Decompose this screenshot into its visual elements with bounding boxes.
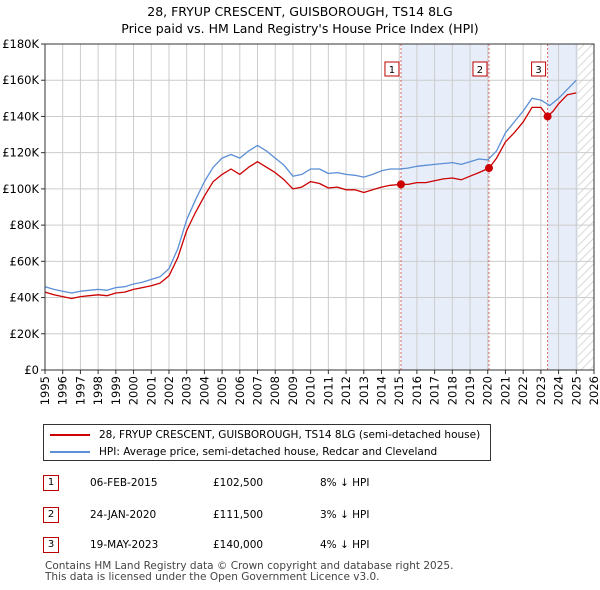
shaded-period: [400, 44, 489, 370]
sale-number-badge: 3: [43, 537, 59, 553]
y-tick-label: £20K: [10, 327, 40, 341]
y-tick-label: £180K: [2, 37, 39, 51]
sale-hpi-delta: 3% ↓ HPI: [320, 509, 370, 521]
x-tick-label: 2024: [552, 376, 566, 405]
x-tick-label: 1998: [91, 376, 105, 405]
y-tick-label: £140K: [2, 109, 39, 123]
sale-row: 1 06-FEB-2015 £102,500 8% ↓ HPI: [0, 472, 600, 494]
x-tick-label: 2016: [410, 376, 424, 405]
legend-label-hpi: HPI: Average price, semi-detached house,…: [99, 446, 438, 458]
y-tick-label: £120K: [2, 146, 39, 160]
chart-subtitle: Price paid vs. HM Land Registry's House …: [121, 21, 479, 36]
y-tick-label: £0: [24, 363, 39, 377]
x-tick-label: 1997: [73, 376, 87, 405]
y-tick-label: £40K: [10, 291, 40, 305]
sale-point: [484, 164, 493, 173]
x-tick-label: 2003: [180, 376, 194, 405]
sale-label-text: 3: [535, 65, 541, 76]
x-tick-label: 2010: [304, 376, 318, 405]
sale-row: 3 19-MAY-2023 £140,000 4% ↓ HPI: [0, 534, 600, 556]
shaded-period: [547, 44, 579, 370]
sale-label-text: 1: [389, 65, 395, 76]
sale-point: [396, 180, 405, 189]
x-tick-label: 2007: [251, 376, 265, 405]
x-tick-label: 2023: [534, 376, 548, 405]
x-tick-label: 2000: [127, 376, 141, 405]
x-tick-label: 2012: [339, 376, 353, 405]
sale-date: 06-FEB-2015: [90, 477, 158, 489]
sale-row: 2 24-JAN-2020 £111,500 3% ↓ HPI: [0, 504, 600, 526]
sale-price: £111,500: [213, 509, 264, 521]
x-tick-label: 2008: [268, 376, 282, 405]
x-tick-label: 2026: [587, 376, 600, 405]
y-tick-label: £160K: [2, 73, 39, 87]
sale-label-box: [384, 61, 400, 77]
price-chart: 1 2 3 £0 £20K £40K £60K £80K £100K £120K £140K £160…: [2, 37, 600, 405]
sale-number-badge: 2: [43, 507, 59, 523]
x-tick-label: 2022: [516, 376, 530, 405]
x-tick-label: 2009: [286, 376, 300, 405]
hpi-line: [44, 79, 577, 294]
sale-label-text: 2: [477, 65, 483, 76]
x-tick-label: 2004: [197, 376, 211, 405]
chart-title: 28, FRYUP CRESCENT, GUISBOROUGH, TS14 8L…: [147, 4, 453, 19]
x-tick-label: 2001: [144, 376, 158, 405]
sale-number-badge: 1: [43, 475, 59, 491]
licence-text: This data is licensed under the Open Gov…: [45, 571, 380, 583]
x-tick-label: 2018: [445, 376, 459, 405]
plot-frame: [44, 43, 595, 371]
x-tick-label: 1995: [38, 376, 52, 405]
x-tick-label: 2006: [233, 376, 247, 405]
x-tick-label: 1996: [56, 376, 70, 405]
plot-area: [45, 44, 594, 370]
legend-swatch-hpi: [50, 451, 90, 453]
sale-date: 19-MAY-2023: [90, 539, 159, 551]
x-tick-label: 2002: [162, 376, 176, 405]
x-tick-label: 2019: [463, 376, 477, 405]
x-tick-label: 2021: [498, 376, 512, 405]
legend-swatch-price: [50, 434, 90, 436]
x-tick-label: 2015: [392, 376, 406, 405]
sale-hpi-delta: 8% ↓ HPI: [320, 477, 370, 489]
sale-price: £140,000: [213, 539, 264, 551]
sale-label-box: [472, 61, 488, 77]
x-tick-label: 2013: [357, 376, 371, 405]
sale-date: 24-JAN-2020: [90, 509, 157, 521]
legend: 28, FRYUP CRESCENT, GUISBOROUGH, TS14 8L…: [43, 424, 491, 461]
sale-point: [543, 112, 552, 121]
x-tick-label: 2025: [569, 376, 583, 405]
legend-label-price: 28, FRYUP CRESCENT, GUISBOROUGH, TS14 8L…: [99, 429, 481, 441]
x-tick-label: 2017: [428, 376, 442, 405]
x-tick-label: 2005: [215, 376, 229, 405]
y-tick-label: £80K: [10, 218, 40, 232]
hatched-forecast-area: [578, 44, 594, 370]
sale-label-box: [531, 61, 547, 77]
copyright-text: Contains HM Land Registry data © Crown c…: [45, 560, 454, 572]
sale-price: £102,500: [213, 477, 264, 489]
footer: Contains HM Land Registry data © Crown c…: [45, 561, 453, 583]
x-tick-label: 1999: [109, 376, 123, 405]
x-tick-label: 2014: [374, 376, 388, 405]
y-tick-label: £100K: [2, 182, 39, 196]
y-tick-label: £60K: [10, 254, 40, 268]
x-tick-label: 2020: [481, 376, 495, 405]
sale-hpi-delta: 4% ↓ HPI: [320, 539, 370, 551]
x-tick-label: 2011: [321, 376, 335, 405]
price-paid-line: [44, 92, 577, 300]
